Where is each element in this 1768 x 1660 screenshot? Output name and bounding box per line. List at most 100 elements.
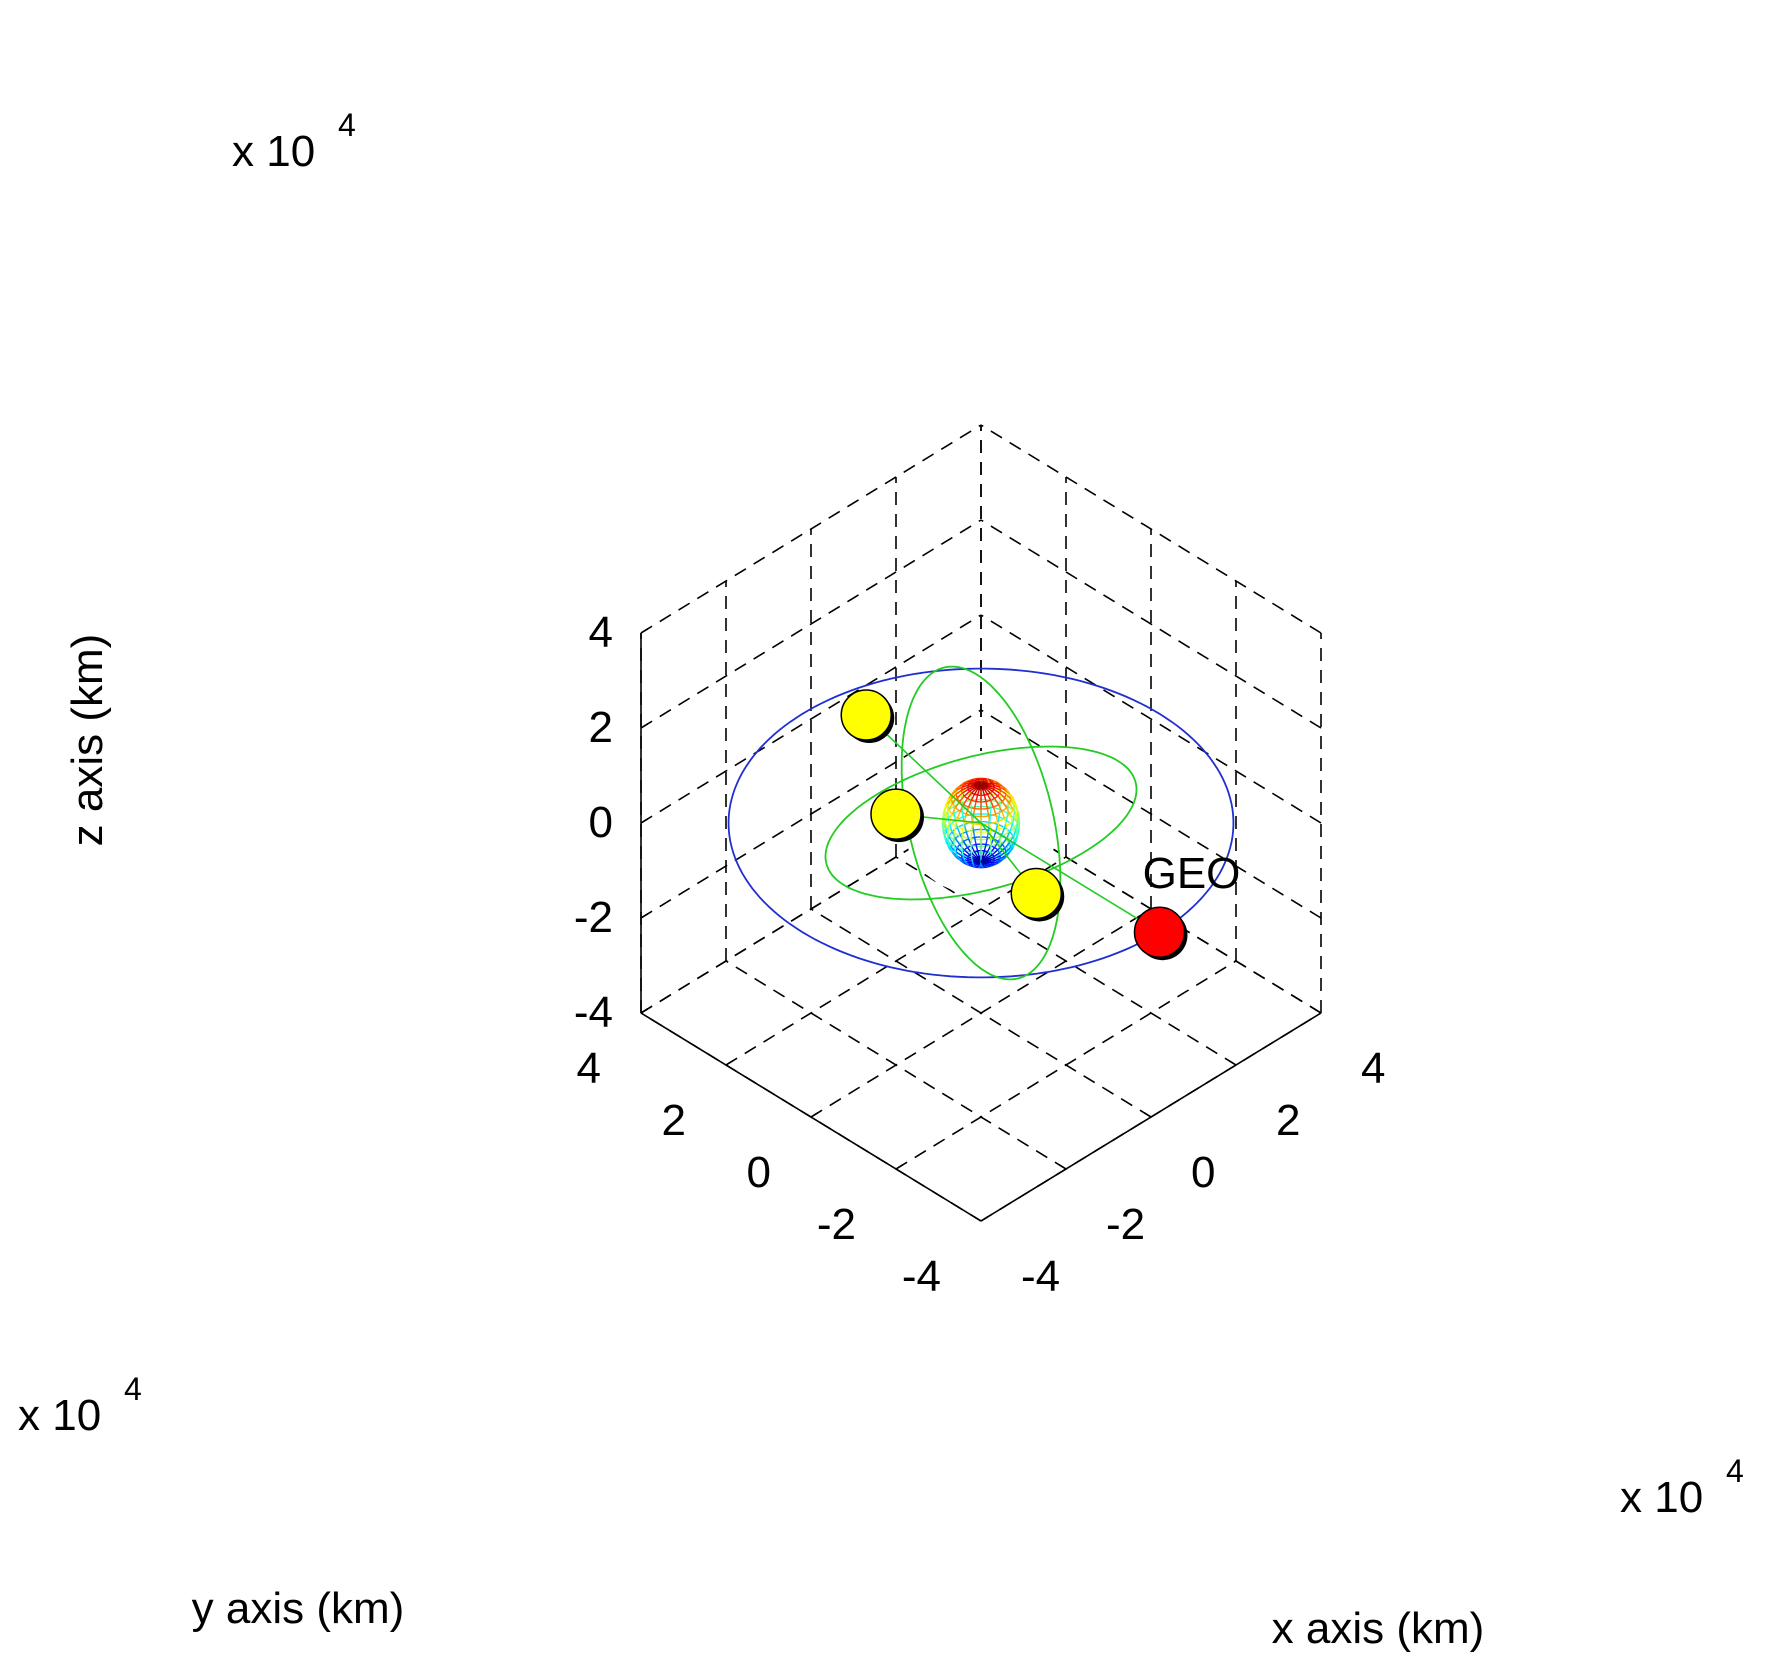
- earth-meridian: [1011, 798, 1015, 805]
- earth-meridian: [954, 818, 959, 826]
- earth-meridian: [984, 865, 987, 868]
- earth-meridian: [964, 782, 970, 785]
- earth-meridian: [974, 779, 978, 783]
- earth-meridian: [948, 836, 954, 844]
- earth-meridian: [1016, 810, 1019, 817]
- grid-line: [640, 709, 982, 919]
- earth-meridian: [987, 815, 991, 824]
- earth-meridian: [1013, 804, 1016, 812]
- earth-meridian: [1005, 807, 1011, 815]
- earth-meridian: [982, 779, 985, 783]
- earth-meridian: [1008, 836, 1014, 844]
- earth-meridian: [990, 779, 994, 782]
- y-axis-label: y axis (km): [192, 1584, 405, 1633]
- earth-meridian: [1011, 817, 1015, 826]
- earth-meridian: [1001, 801, 1008, 808]
- x-tick-label: 2: [1276, 1096, 1300, 1145]
- earth-meridian: [993, 858, 1000, 862]
- earth-meridian: [1008, 846, 1014, 853]
- earth-meridian: [968, 785, 975, 791]
- earth-meridian: [1004, 842, 1010, 849]
- earth-meridian: [943, 822, 946, 830]
- earth-meridian: [985, 862, 991, 866]
- y-tick-label: -2: [817, 1200, 856, 1249]
- earth-meridian: [971, 780, 977, 784]
- earth-meridian: [985, 787, 991, 794]
- earth-meridian: [1005, 789, 1011, 795]
- earth-meridian: [1012, 798, 1017, 805]
- earth-meridian: [987, 783, 994, 786]
- z-tick: [640, 723, 649, 729]
- earth-meridian: [972, 808, 976, 817]
- earth-meridian: [962, 798, 968, 805]
- earth-meridian: [1012, 830, 1017, 837]
- earth-meridian: [953, 813, 957, 821]
- earth-meridian: [990, 864, 994, 867]
- x-tick: [1313, 1008, 1322, 1014]
- earth-meridian: [942, 809, 946, 817]
- earth-meridian: [997, 795, 1003, 802]
- earth-meridian: [992, 782, 998, 785]
- earth-meridian: [1005, 813, 1009, 821]
- earth-meridian: [941, 822, 944, 830]
- earth-meridian: [956, 847, 963, 854]
- earth-meridian: [992, 831, 997, 840]
- earth-meridian: [1001, 827, 1006, 835]
- earth-meridian: [983, 851, 989, 858]
- earth-meridian: [992, 861, 998, 864]
- earth-meridian: [1001, 855, 1007, 861]
- earth-meridian: [974, 778, 977, 780]
- earth-meridian: [999, 789, 1007, 795]
- grid-line: [980, 614, 1322, 824]
- earth-meridian: [951, 807, 957, 815]
- earth-meridian: [1005, 793, 1011, 800]
- earth-meridian: [947, 820, 951, 829]
- earth-meridian: [1008, 802, 1014, 810]
- grid-line: [895, 960, 1237, 1170]
- y-tick-label: 2: [662, 1096, 686, 1145]
- earth-meridian: [988, 823, 992, 832]
- satellite-geo: [1133, 906, 1186, 958]
- earth-meridian: [963, 849, 971, 856]
- earth-meridian: [967, 784, 975, 788]
- y-tick: [640, 1008, 649, 1014]
- earth-meridian: [956, 827, 961, 835]
- earth-meridian: [949, 824, 953, 833]
- earth-meridian: [946, 834, 949, 842]
- z-tick: [640, 818, 649, 824]
- earth-meridian: [943, 835, 947, 842]
- earth-meridian: [999, 786, 1006, 791]
- earth-meridian: [959, 859, 964, 864]
- earth-meridian: [985, 866, 988, 868]
- grid-line: [640, 424, 982, 634]
- y-multiplier-base: x 10: [18, 1391, 101, 1440]
- earth-meridian: [966, 792, 973, 799]
- earth-meridian: [945, 798, 950, 805]
- earth-meridian: [993, 788, 1000, 794]
- earth-meridian: [997, 859, 1003, 863]
- grid-line: [980, 424, 1322, 634]
- earth-meridian: [956, 792, 963, 799]
- y-tick-label: -4: [902, 1252, 941, 1301]
- earth-meridian: [984, 778, 987, 781]
- earth-meridian: [969, 787, 976, 792]
- satellite-marker: [870, 788, 922, 840]
- earth-meridian: [989, 800, 995, 808]
- earth-meridian: [976, 789, 980, 796]
- earth-meridian: [962, 854, 966, 860]
- grid-line: [810, 908, 1152, 1118]
- earth-meridian: [970, 857, 974, 862]
- earth-meridian: [969, 854, 976, 859]
- earth-meridian: [1001, 811, 1006, 819]
- earth-meridian: [962, 858, 969, 862]
- earth-meridian: [1004, 797, 1010, 804]
- orbit-equatorial: [727, 667, 1235, 979]
- earth-meridian: [954, 851, 959, 857]
- z-tick-label: -4: [574, 988, 613, 1037]
- earth-meridian: [985, 837, 989, 845]
- earth-meridian: [975, 865, 978, 868]
- earth-meridian: [973, 801, 977, 809]
- earth-meridian: [1018, 816, 1021, 824]
- earth-meridian: [984, 863, 988, 867]
- earth-meridian: [967, 858, 975, 862]
